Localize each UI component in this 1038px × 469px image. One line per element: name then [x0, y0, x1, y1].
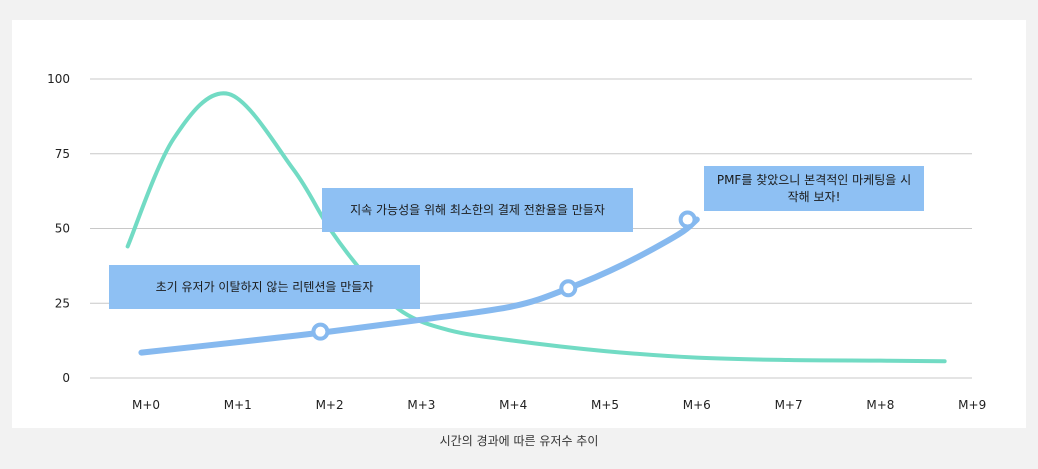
x-tick-label: M+7 — [775, 398, 803, 412]
chart-caption: 시간의 경과에 따른 유저수 추이 — [439, 434, 599, 448]
annotation-marketing: PMF를 찾았으니 본격적인 마케팅을 시작해 보자! — [704, 166, 924, 211]
chart-card: 0 25 50 75 100 M+0 M+1 M+2 M+3 M+4 M+5 M+6 M+7 M+8 M+9 — [12, 20, 1026, 428]
x-tick-label: M+3 — [407, 398, 435, 412]
series-line-1 — [125, 91, 947, 364]
x-tick-label: M+2 — [316, 398, 344, 412]
series-line-2 — [138, 216, 700, 356]
series-marker — [311, 322, 330, 341]
y-tick-label: 50 — [55, 222, 70, 236]
x-tick-label: M+5 — [591, 398, 619, 412]
y-tick-label: 100 — [47, 72, 70, 86]
annotation-conversion: 지속 가능성을 위해 최소한의 결제 전환율을 만들자 — [322, 188, 633, 232]
annotation-retention: 초기 유저가 이탈하지 않는 리텐션을 만들자 — [109, 265, 420, 309]
line-chart: 0 25 50 75 100 M+0 M+1 M+2 M+3 M+4 M+5 M+6 M+7 M+8 M+9 — [47, 72, 986, 412]
series-marker — [559, 279, 578, 298]
x-tick-label: M+0 — [132, 398, 160, 412]
series-marker — [678, 210, 697, 229]
x-tick-label: M+4 — [499, 398, 527, 412]
x-tick-label: M+8 — [866, 398, 894, 412]
x-tick-label: M+6 — [683, 398, 711, 412]
x-tick-label: M+9 — [958, 398, 986, 412]
y-tick-label: 0 — [62, 371, 70, 385]
x-tick-label: M+1 — [224, 398, 252, 412]
y-tick-label: 25 — [55, 296, 70, 310]
y-tick-label: 75 — [55, 147, 70, 161]
